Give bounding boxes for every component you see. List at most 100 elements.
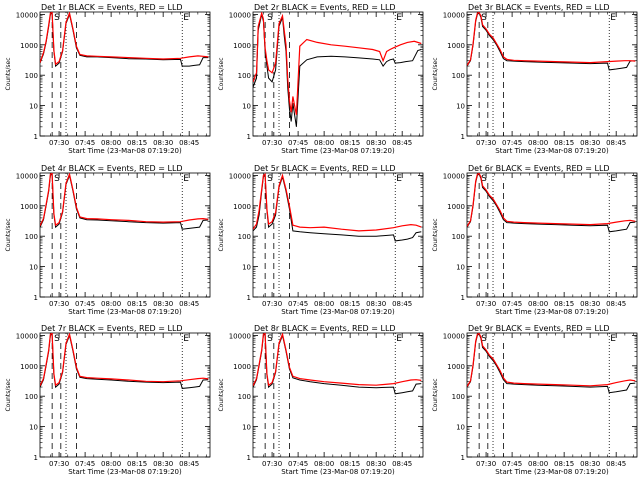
- x-tick-label: 08:30: [366, 139, 386, 147]
- x-tick-label: 08:30: [366, 300, 386, 308]
- state-label-e: E: [610, 13, 616, 23]
- y-tick-label: 100: [238, 72, 251, 80]
- x-tick-label: 08:30: [366, 460, 386, 468]
- panel-9: Det 9r BLACK = Events, RED = LLD 1 10 100 10…: [432, 324, 638, 476]
- y-tick-label: 100: [25, 233, 38, 241]
- panel-title: Det 3r BLACK = Events, RED = LLD: [468, 3, 610, 12]
- y-tick-label: 10: [29, 103, 38, 111]
- x-tick-label: 08:00: [314, 139, 334, 147]
- series-line-lld: [253, 12, 422, 115]
- y-tick-label: 10: [242, 424, 251, 432]
- x-axis-label: Start Time (23-Mar-08 07:19:20): [495, 468, 609, 476]
- panel-4: Det 4r BLACK = Events, RED = LLD 1 10 100 10…: [5, 164, 211, 316]
- y-tick-label: 10000: [16, 172, 38, 180]
- y-tick-label: 10: [29, 424, 38, 432]
- panel-title: Det 7r BLACK = Events, RED = LLD: [41, 324, 183, 333]
- series-line-events: [253, 14, 422, 127]
- axes-frame: [39, 332, 211, 458]
- panel-2: Det 2r BLACK = Events, RED = LLD 1 10 100 10…: [218, 3, 424, 155]
- y-tick-label: 10000: [16, 11, 38, 19]
- y-tick-label: 1000: [20, 203, 38, 211]
- panel-5: Det 5r BLACK = Events, RED = LLD 1 10 100 10…: [218, 164, 424, 316]
- axes-frame: [252, 332, 424, 458]
- y-tick-label: 1: [247, 133, 251, 141]
- y-axis-label: Counts/sec: [432, 218, 439, 251]
- y-axis-label: Counts/sec: [218, 218, 225, 251]
- x-tick-label: 07:45: [288, 139, 308, 147]
- series-line-lld: [467, 173, 636, 227]
- y-tick-label: 1: [247, 294, 251, 302]
- x-tick-label: 08:00: [314, 460, 334, 468]
- panel-6: Det 6r BLACK = Events, RED = LLD 1 10 100 10…: [432, 164, 638, 316]
- y-axis-label: Counts/sec: [5, 378, 12, 411]
- x-tick-label: 07:30: [49, 300, 69, 308]
- state-label-s: S: [267, 334, 273, 344]
- x-tick-label: 08:15: [340, 139, 360, 147]
- y-tick-label: 1000: [447, 363, 465, 371]
- y-tick-label: 1: [34, 294, 38, 302]
- y-axis-label: Counts/sec: [5, 57, 12, 90]
- y-tick-label: 1000: [20, 363, 38, 371]
- y-axis-label: Counts/sec: [218, 378, 225, 411]
- x-tick-label: 07:30: [49, 460, 69, 468]
- x-tick-label: 08:15: [127, 300, 147, 308]
- y-tick-label: 10000: [229, 332, 251, 340]
- x-tick-label: 08:00: [528, 139, 548, 147]
- y-tick-label: 1: [461, 133, 465, 141]
- x-tick-label: 08:00: [101, 460, 121, 468]
- panel-title: Det 8r BLACK = Events, RED = LLD: [254, 324, 396, 333]
- panel-title: Det 2r BLACK = Events, RED = LLD: [254, 3, 396, 12]
- axes-frame: [466, 11, 638, 137]
- x-tick-label: 07:30: [262, 460, 282, 468]
- state-label-s: S: [267, 174, 273, 184]
- y-tick-label: 10000: [229, 172, 251, 180]
- x-tick-label: 08:15: [340, 300, 360, 308]
- x-tick-label: 07:30: [476, 460, 496, 468]
- x-tick-label: 07:30: [262, 300, 282, 308]
- panel-1: Det 1r BLACK = Events, RED = LLD 1 10 100 10…: [5, 3, 211, 155]
- y-tick-label: 10: [456, 424, 465, 432]
- x-tick-label: 08:45: [179, 300, 199, 308]
- x-axis-label: Start Time (23-Mar-08 07:19:20): [68, 468, 182, 476]
- x-tick-label: 07:45: [75, 300, 95, 308]
- x-tick-label: 08:00: [314, 300, 334, 308]
- y-tick-label: 1000: [233, 42, 251, 50]
- state-label-s: S: [267, 13, 273, 23]
- series-line-lld: [253, 333, 422, 387]
- state-label-s: S: [481, 13, 487, 23]
- axes-frame: [39, 11, 211, 137]
- x-tick-label: 08:30: [153, 300, 173, 308]
- x-tick-label: 08:45: [392, 460, 412, 468]
- x-tick-label: 07:30: [49, 139, 69, 147]
- x-tick-label: 08:30: [580, 139, 600, 147]
- x-axis-label: Start Time (23-Mar-08 07:19:20): [495, 147, 609, 155]
- y-tick-label: 10000: [16, 332, 38, 340]
- y-tick-label: 1: [34, 133, 38, 141]
- state-label-e: E: [183, 13, 189, 23]
- x-axis-label: Start Time (23-Mar-08 07:19:20): [281, 468, 395, 476]
- y-tick-label: 10000: [443, 332, 465, 340]
- x-tick-label: 07:45: [502, 300, 522, 308]
- axes-frame: [252, 172, 424, 298]
- x-tick-label: 07:30: [262, 139, 282, 147]
- y-tick-label: 1: [34, 454, 38, 462]
- y-tick-label: 100: [452, 233, 465, 241]
- y-tick-label: 10000: [443, 172, 465, 180]
- x-tick-label: 08:30: [580, 300, 600, 308]
- x-tick-label: 08:00: [101, 300, 121, 308]
- y-tick-label: 100: [452, 393, 465, 401]
- x-axis-label: Start Time (23-Mar-08 07:19:20): [495, 308, 609, 316]
- y-tick-label: 1000: [233, 203, 251, 211]
- axes-frame: [39, 172, 211, 298]
- y-tick-label: 1: [247, 454, 251, 462]
- x-tick-label: 07:45: [288, 300, 308, 308]
- axes-frame: [466, 332, 638, 458]
- x-tick-label: 08:00: [101, 139, 121, 147]
- state-label-s: S: [481, 334, 487, 344]
- x-tick-label: 07:30: [476, 139, 496, 147]
- y-tick-label: 10: [242, 103, 251, 111]
- y-tick-label: 100: [25, 393, 38, 401]
- series-line-events: [467, 12, 636, 71]
- y-tick-label: 1000: [447, 203, 465, 211]
